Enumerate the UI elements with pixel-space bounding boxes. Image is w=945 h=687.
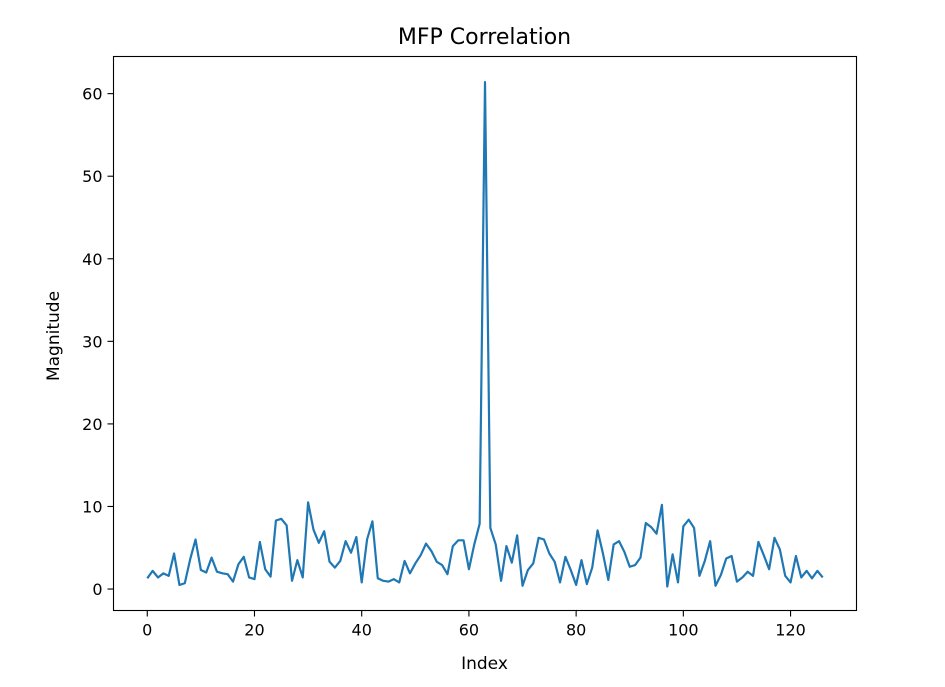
y-tick-label: 50 <box>82 167 102 186</box>
y-axis: 0 10 20 30 40 50 60 <box>82 85 114 599</box>
x-tick-label: 40 <box>352 621 372 640</box>
y-axis-label: Magnitude <box>44 291 64 381</box>
x-tick-label: 20 <box>244 621 264 640</box>
y-tick-label: 30 <box>82 332 102 351</box>
x-tick-label: 60 <box>459 621 479 640</box>
x-axis: 0 20 40 60 80 100 120 <box>142 610 806 640</box>
y-tick-label: 10 <box>82 497 102 516</box>
series-line <box>146 80 824 588</box>
x-tick-label: 120 <box>775 621 806 640</box>
x-tick-label: 0 <box>142 621 152 640</box>
chart-title: MFP Correlation <box>398 25 571 50</box>
plot-area <box>146 80 824 588</box>
x-tick-label: 80 <box>566 621 586 640</box>
y-tick-label: 60 <box>82 85 102 104</box>
plot-frame <box>112 55 858 612</box>
x-axis-label: Index <box>461 654 508 674</box>
x-tick-label: 100 <box>668 621 699 640</box>
y-tick-label: 0 <box>92 580 102 599</box>
y-tick-label: 40 <box>82 250 102 269</box>
y-tick-label: 20 <box>82 415 102 434</box>
